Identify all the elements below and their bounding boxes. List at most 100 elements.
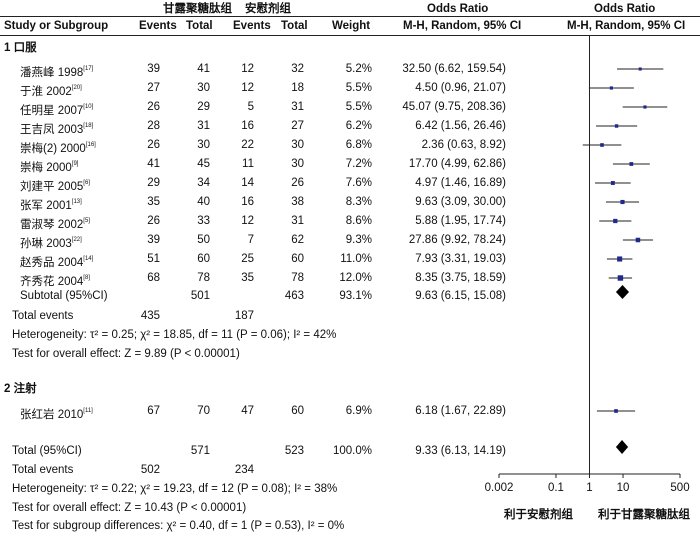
study-n1: 31 bbox=[197, 120, 210, 132]
favours-right-label: 利于甘露聚糖肽组 bbox=[598, 509, 690, 521]
point-estimate bbox=[600, 143, 604, 147]
study-ref: [9] bbox=[71, 161, 79, 167]
point-estimate bbox=[638, 67, 642, 71]
study-weight: 6.2% bbox=[345, 120, 372, 132]
study-e1: 35 bbox=[147, 196, 160, 208]
point-estimate bbox=[609, 86, 613, 90]
study-e1: 26 bbox=[147, 101, 160, 113]
study-or: 4.97 (1.46, 16.89) bbox=[415, 177, 506, 189]
study-n1: 34 bbox=[197, 177, 210, 189]
study-or: 17.70 (4.99, 62.86) bbox=[408, 158, 506, 170]
study-label: 张军 2001 bbox=[20, 200, 72, 212]
study-label: 齐秀花 2004 bbox=[20, 276, 84, 288]
plot-method-header: M-H, Random, 95% CI bbox=[567, 20, 686, 32]
study-e1: 39 bbox=[147, 234, 160, 246]
study-e2: 35 bbox=[241, 272, 254, 284]
point-estimate bbox=[610, 181, 615, 185]
study-ref: [22] bbox=[71, 237, 82, 243]
study-header: Study or Subgroup bbox=[4, 20, 109, 32]
weight-header: Weight bbox=[332, 20, 371, 32]
total-events2: 234 bbox=[234, 464, 254, 476]
study-label: 潘燕峰 1998 bbox=[20, 67, 84, 79]
study-name: 孙琳 2003[22] bbox=[20, 233, 82, 251]
study-e1: 27 bbox=[147, 82, 160, 94]
study-ref: [6] bbox=[83, 180, 90, 186]
study-e1: 67 bbox=[147, 405, 160, 417]
tick-label: 500 bbox=[670, 482, 690, 494]
subtotal-total2: 463 bbox=[284, 290, 304, 302]
study-name: 王吉凤 2003[18] bbox=[20, 119, 93, 137]
pooled-diamond bbox=[615, 285, 630, 299]
study-e2: 7 bbox=[247, 234, 254, 246]
study-n2: 26 bbox=[291, 177, 304, 189]
events1-header: Events bbox=[139, 20, 177, 32]
study-ref: [11] bbox=[83, 408, 93, 414]
study-n2: 18 bbox=[291, 82, 304, 94]
study-n1: 45 bbox=[197, 158, 210, 170]
study-weight: 7.6% bbox=[345, 177, 372, 189]
study-n1: 60 bbox=[197, 253, 210, 265]
study-name: 张军 2001[13] bbox=[20, 195, 82, 213]
study-ref: [18] bbox=[83, 123, 94, 129]
events2-header: Events bbox=[233, 20, 271, 32]
study-n2: 31 bbox=[291, 215, 304, 227]
sg1-overall-effect: Test for overall effect: Z = 9.89 (P < 0… bbox=[12, 348, 240, 360]
study-or: 4.50 (0.96, 21.07) bbox=[415, 82, 506, 94]
study-weight: 8.3% bbox=[345, 196, 372, 208]
study-or: 8.35 (3.75, 18.59) bbox=[415, 272, 506, 284]
study-name: 崇梅 2000[9] bbox=[20, 157, 78, 175]
study-n1: 29 bbox=[197, 101, 210, 113]
study-e2: 12 bbox=[241, 82, 254, 94]
sg1-events-label: Total events bbox=[12, 310, 74, 322]
total-overall-effect: Test for overall effect: Z = 10.43 (P < … bbox=[12, 502, 247, 514]
point-estimate bbox=[617, 256, 623, 262]
study-e2: 25 bbox=[241, 253, 254, 265]
subgroup1-title: 1 口服 bbox=[4, 42, 37, 54]
study-e1: 39 bbox=[147, 63, 160, 75]
point-estimate bbox=[629, 162, 634, 166]
or-title: Odds Ratio bbox=[427, 3, 489, 15]
tick-label: 0.002 bbox=[484, 482, 514, 494]
study-weight: 5.5% bbox=[345, 82, 372, 94]
study-n2: 62 bbox=[291, 234, 304, 246]
total-or: 9.33 (6.13, 14.19) bbox=[415, 445, 506, 457]
study-label: 于淮 2002 bbox=[20, 86, 72, 98]
study-weight: 5.2% bbox=[345, 63, 372, 75]
study-n1: 33 bbox=[197, 215, 210, 227]
study-label: 雷淑琴 2002 bbox=[20, 219, 84, 231]
group1-header: 甘露聚糖肽组 bbox=[163, 3, 232, 15]
study-e2: 14 bbox=[241, 177, 254, 189]
study-label: 王吉凤 2003 bbox=[20, 124, 84, 136]
study-label: 刘建平 2005 bbox=[20, 181, 84, 193]
study-ref: [8] bbox=[83, 275, 90, 281]
total-heterogeneity: Heterogeneity: τ² = 0.22; χ² = 19.23, df… bbox=[12, 483, 338, 495]
study-e2: 16 bbox=[241, 120, 254, 132]
study-e1: 51 bbox=[147, 253, 160, 265]
study-ref: [20] bbox=[71, 85, 82, 91]
study-label: 张红岩 2010 bbox=[20, 409, 84, 421]
study-label: 崇梅 2000 bbox=[20, 162, 72, 174]
study-e1: 28 bbox=[147, 120, 160, 132]
study-weight: 9.3% bbox=[345, 234, 372, 246]
total-total1: 571 bbox=[190, 445, 210, 457]
study-n1: 30 bbox=[197, 82, 210, 94]
study-label: 赵秀品 2004 bbox=[20, 257, 84, 269]
study-or: 45.07 (9.75, 208.36) bbox=[402, 101, 506, 113]
subgroup-differences: Test for subgroup differences: χ² = 0.40… bbox=[12, 520, 345, 532]
subtotal-total1: 501 bbox=[190, 290, 210, 302]
study-n2: 78 bbox=[291, 272, 304, 284]
study-n1: 70 bbox=[197, 405, 210, 417]
pooled-diamond bbox=[615, 440, 629, 454]
subgroup2-title: 2 注射 bbox=[4, 383, 37, 395]
study-n2: 30 bbox=[291, 158, 304, 170]
study-ref: [16] bbox=[85, 142, 96, 148]
total-label: Total (95%CI) bbox=[12, 445, 82, 457]
subtotal-weight: 93.1% bbox=[339, 290, 372, 302]
point-estimate bbox=[617, 275, 624, 281]
study-or: 7.93 (3.31, 19.03) bbox=[415, 253, 506, 265]
point-estimate bbox=[635, 237, 641, 243]
study-n2: 60 bbox=[291, 405, 304, 417]
study-n2: 60 bbox=[291, 253, 304, 265]
study-name: 赵秀品 2004[14] bbox=[20, 252, 93, 270]
study-label: 任明星 2007 bbox=[20, 105, 84, 117]
